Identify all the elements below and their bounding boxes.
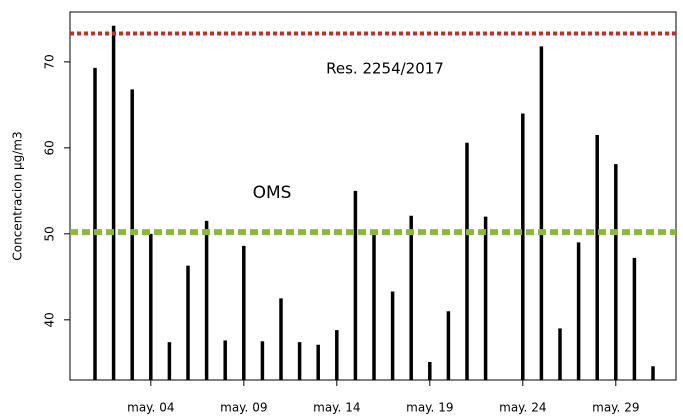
reference-label: Res. 2254/2017 bbox=[326, 60, 444, 78]
x-tick-label: may. 24 bbox=[499, 401, 546, 415]
x-tick-label: may. 29 bbox=[592, 401, 639, 415]
x-tick-label: may. 19 bbox=[406, 401, 453, 415]
y-tick-label: 60 bbox=[43, 140, 57, 155]
y-tick-label: 40 bbox=[43, 312, 57, 327]
y-axis-label: Concentracion µg/m3 bbox=[11, 131, 25, 260]
y-tick-label: 50 bbox=[43, 226, 57, 241]
y-tick-label: 70 bbox=[43, 54, 57, 69]
x-tick-label: may. 04 bbox=[127, 401, 174, 415]
reference-label: OMS bbox=[253, 183, 292, 203]
x-tick-label: may. 14 bbox=[313, 401, 360, 415]
x-tick-label: may. 09 bbox=[220, 401, 267, 415]
